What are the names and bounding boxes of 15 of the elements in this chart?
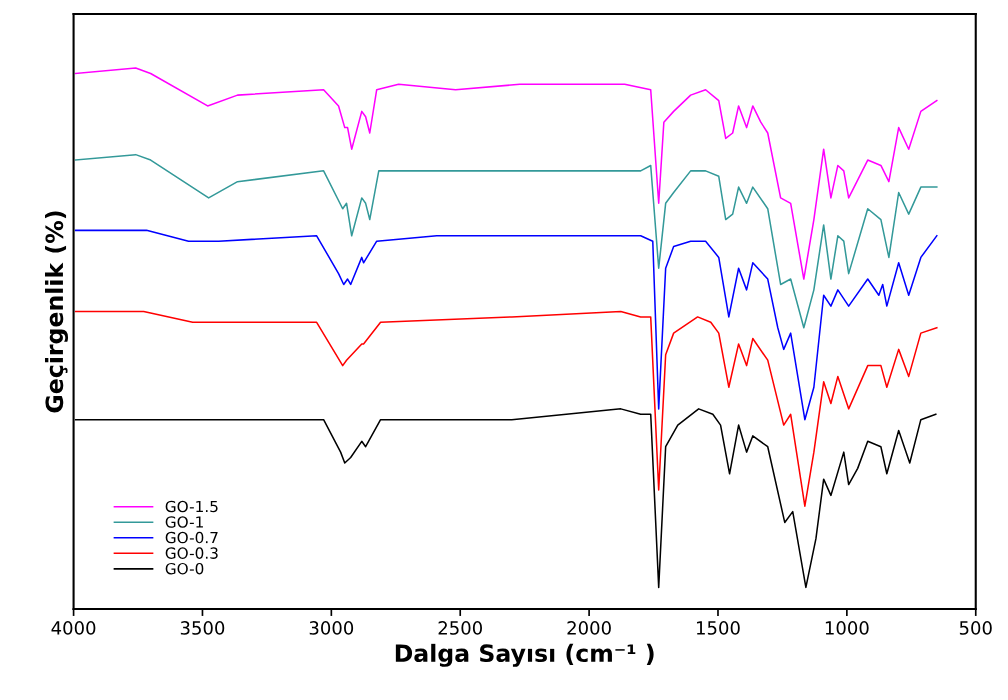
legend-label: GO-0 <box>165 562 204 575</box>
x-tick-label: 3500 <box>180 621 225 635</box>
x-tick-label: 1000 <box>825 621 869 635</box>
x-axis-title: Dalga Sayısı (cm⁻¹ ) <box>395 643 654 667</box>
x-tick-label: 2000 <box>567 621 611 635</box>
x-tick-label: 500 <box>959 621 992 635</box>
y-axis-title: Geçirgenlik (%) <box>44 211 69 413</box>
x-tick-label: 4000 <box>51 621 96 635</box>
legend-label: GO-1.5 <box>165 500 218 513</box>
legend-label: GO-0.7 <box>165 531 218 544</box>
x-tick-label: 1500 <box>696 621 740 635</box>
legend-label: GO-1 <box>165 516 203 528</box>
x-tick-label: 3000 <box>309 621 354 635</box>
x-tick-label: 2500 <box>438 621 482 635</box>
legend-label: GO-0.3 <box>165 547 218 559</box>
